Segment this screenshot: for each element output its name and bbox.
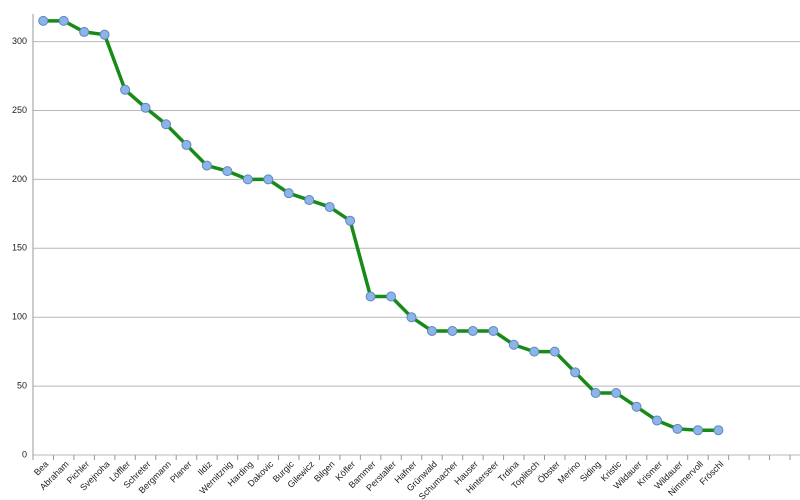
series-line: [43, 19, 719, 432]
point: [79, 26, 90, 37]
point: [365, 291, 376, 302]
y-tick-label: 200: [12, 174, 27, 184]
point: [99, 29, 110, 40]
point: [508, 339, 519, 350]
y-tick-label: 150: [12, 243, 27, 253]
point: [652, 415, 663, 426]
point: [58, 15, 69, 26]
point: [201, 160, 212, 171]
y-tick-label: 250: [12, 105, 27, 115]
x-tick-label: Bilgen: [312, 459, 337, 484]
point: [304, 195, 315, 206]
x-tick-label: Planer: [168, 459, 193, 484]
point: [631, 401, 642, 412]
point: [529, 346, 540, 357]
point: [672, 423, 683, 434]
y-tick-label: 100: [12, 312, 27, 322]
point: [426, 325, 437, 336]
point: [160, 119, 171, 130]
point: [263, 174, 274, 185]
y-tick-label: 0: [22, 449, 27, 459]
point: [406, 312, 417, 323]
point: [447, 325, 458, 336]
point: [345, 215, 356, 226]
x-tick-label: Merino: [556, 459, 583, 486]
point: [140, 102, 151, 113]
y-tick-label: 50: [17, 380, 27, 390]
point: [38, 15, 49, 26]
point: [570, 367, 581, 378]
point: [611, 387, 622, 398]
x-tick-label: Siding: [578, 459, 603, 484]
point: [488, 325, 499, 336]
point: [222, 166, 233, 177]
point: [120, 84, 131, 95]
point: [467, 325, 478, 336]
point: [713, 425, 724, 436]
point: [692, 425, 703, 436]
point: [590, 387, 601, 398]
point: [242, 174, 253, 185]
point: [386, 291, 397, 302]
point: [283, 188, 294, 199]
point: [549, 346, 560, 357]
y-tick-label: 300: [12, 36, 27, 46]
point: [181, 139, 192, 150]
point: [324, 201, 335, 212]
